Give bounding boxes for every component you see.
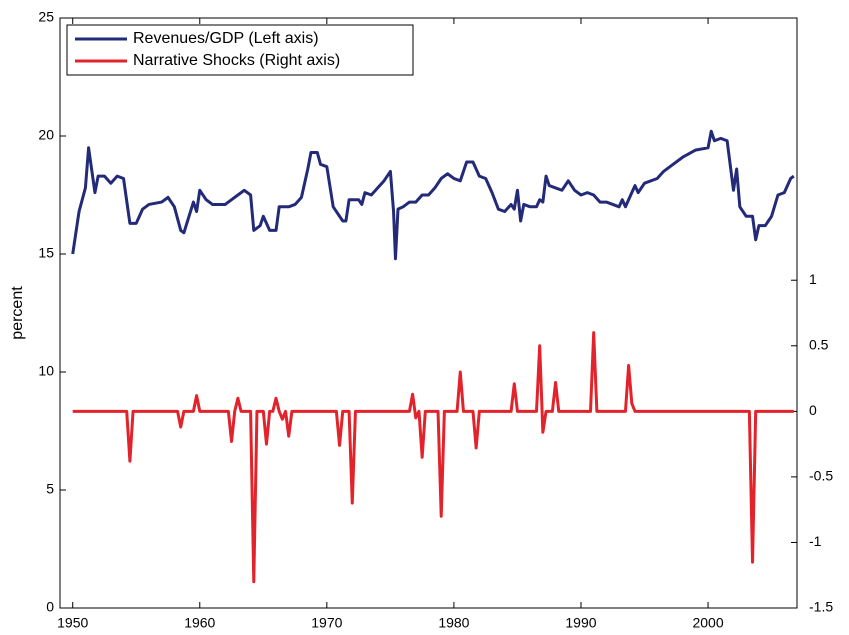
y2-tick-label: -0.5: [809, 468, 833, 484]
x-tick-label: 2000: [692, 615, 723, 631]
y-tick-label: 20: [38, 127, 54, 143]
y-tick-label: 15: [38, 245, 54, 261]
y-tick-label: 5: [46, 481, 54, 497]
legend-label: Revenues/GDP (Left axis): [133, 30, 319, 47]
legend-label: Narrative Shocks (Right axis): [133, 52, 340, 69]
y-tick-label: 0: [46, 599, 54, 615]
x-tick-label: 1970: [311, 615, 342, 631]
x-tick-label: 1960: [184, 615, 215, 631]
y2-tick-label: -1.5: [809, 599, 833, 615]
x-tick-label: 1950: [57, 615, 88, 631]
y2-tick-label: 1: [809, 271, 817, 287]
legend-box: [66, 24, 414, 76]
y-axis-label: percent: [9, 286, 26, 340]
y2-tick-label: -1: [809, 533, 822, 549]
y-tick-label: 10: [38, 363, 54, 379]
series-line: [72, 331, 794, 584]
y2-tick-label: 0: [809, 402, 817, 418]
y-tick-label: 25: [38, 9, 54, 25]
plot-area: [59, 17, 798, 609]
x-tick-label: 1980: [438, 615, 469, 631]
series-line: [71, 129, 795, 261]
x-tick-label: 1990: [565, 615, 596, 631]
y2-tick-label: 0.5: [809, 336, 829, 352]
